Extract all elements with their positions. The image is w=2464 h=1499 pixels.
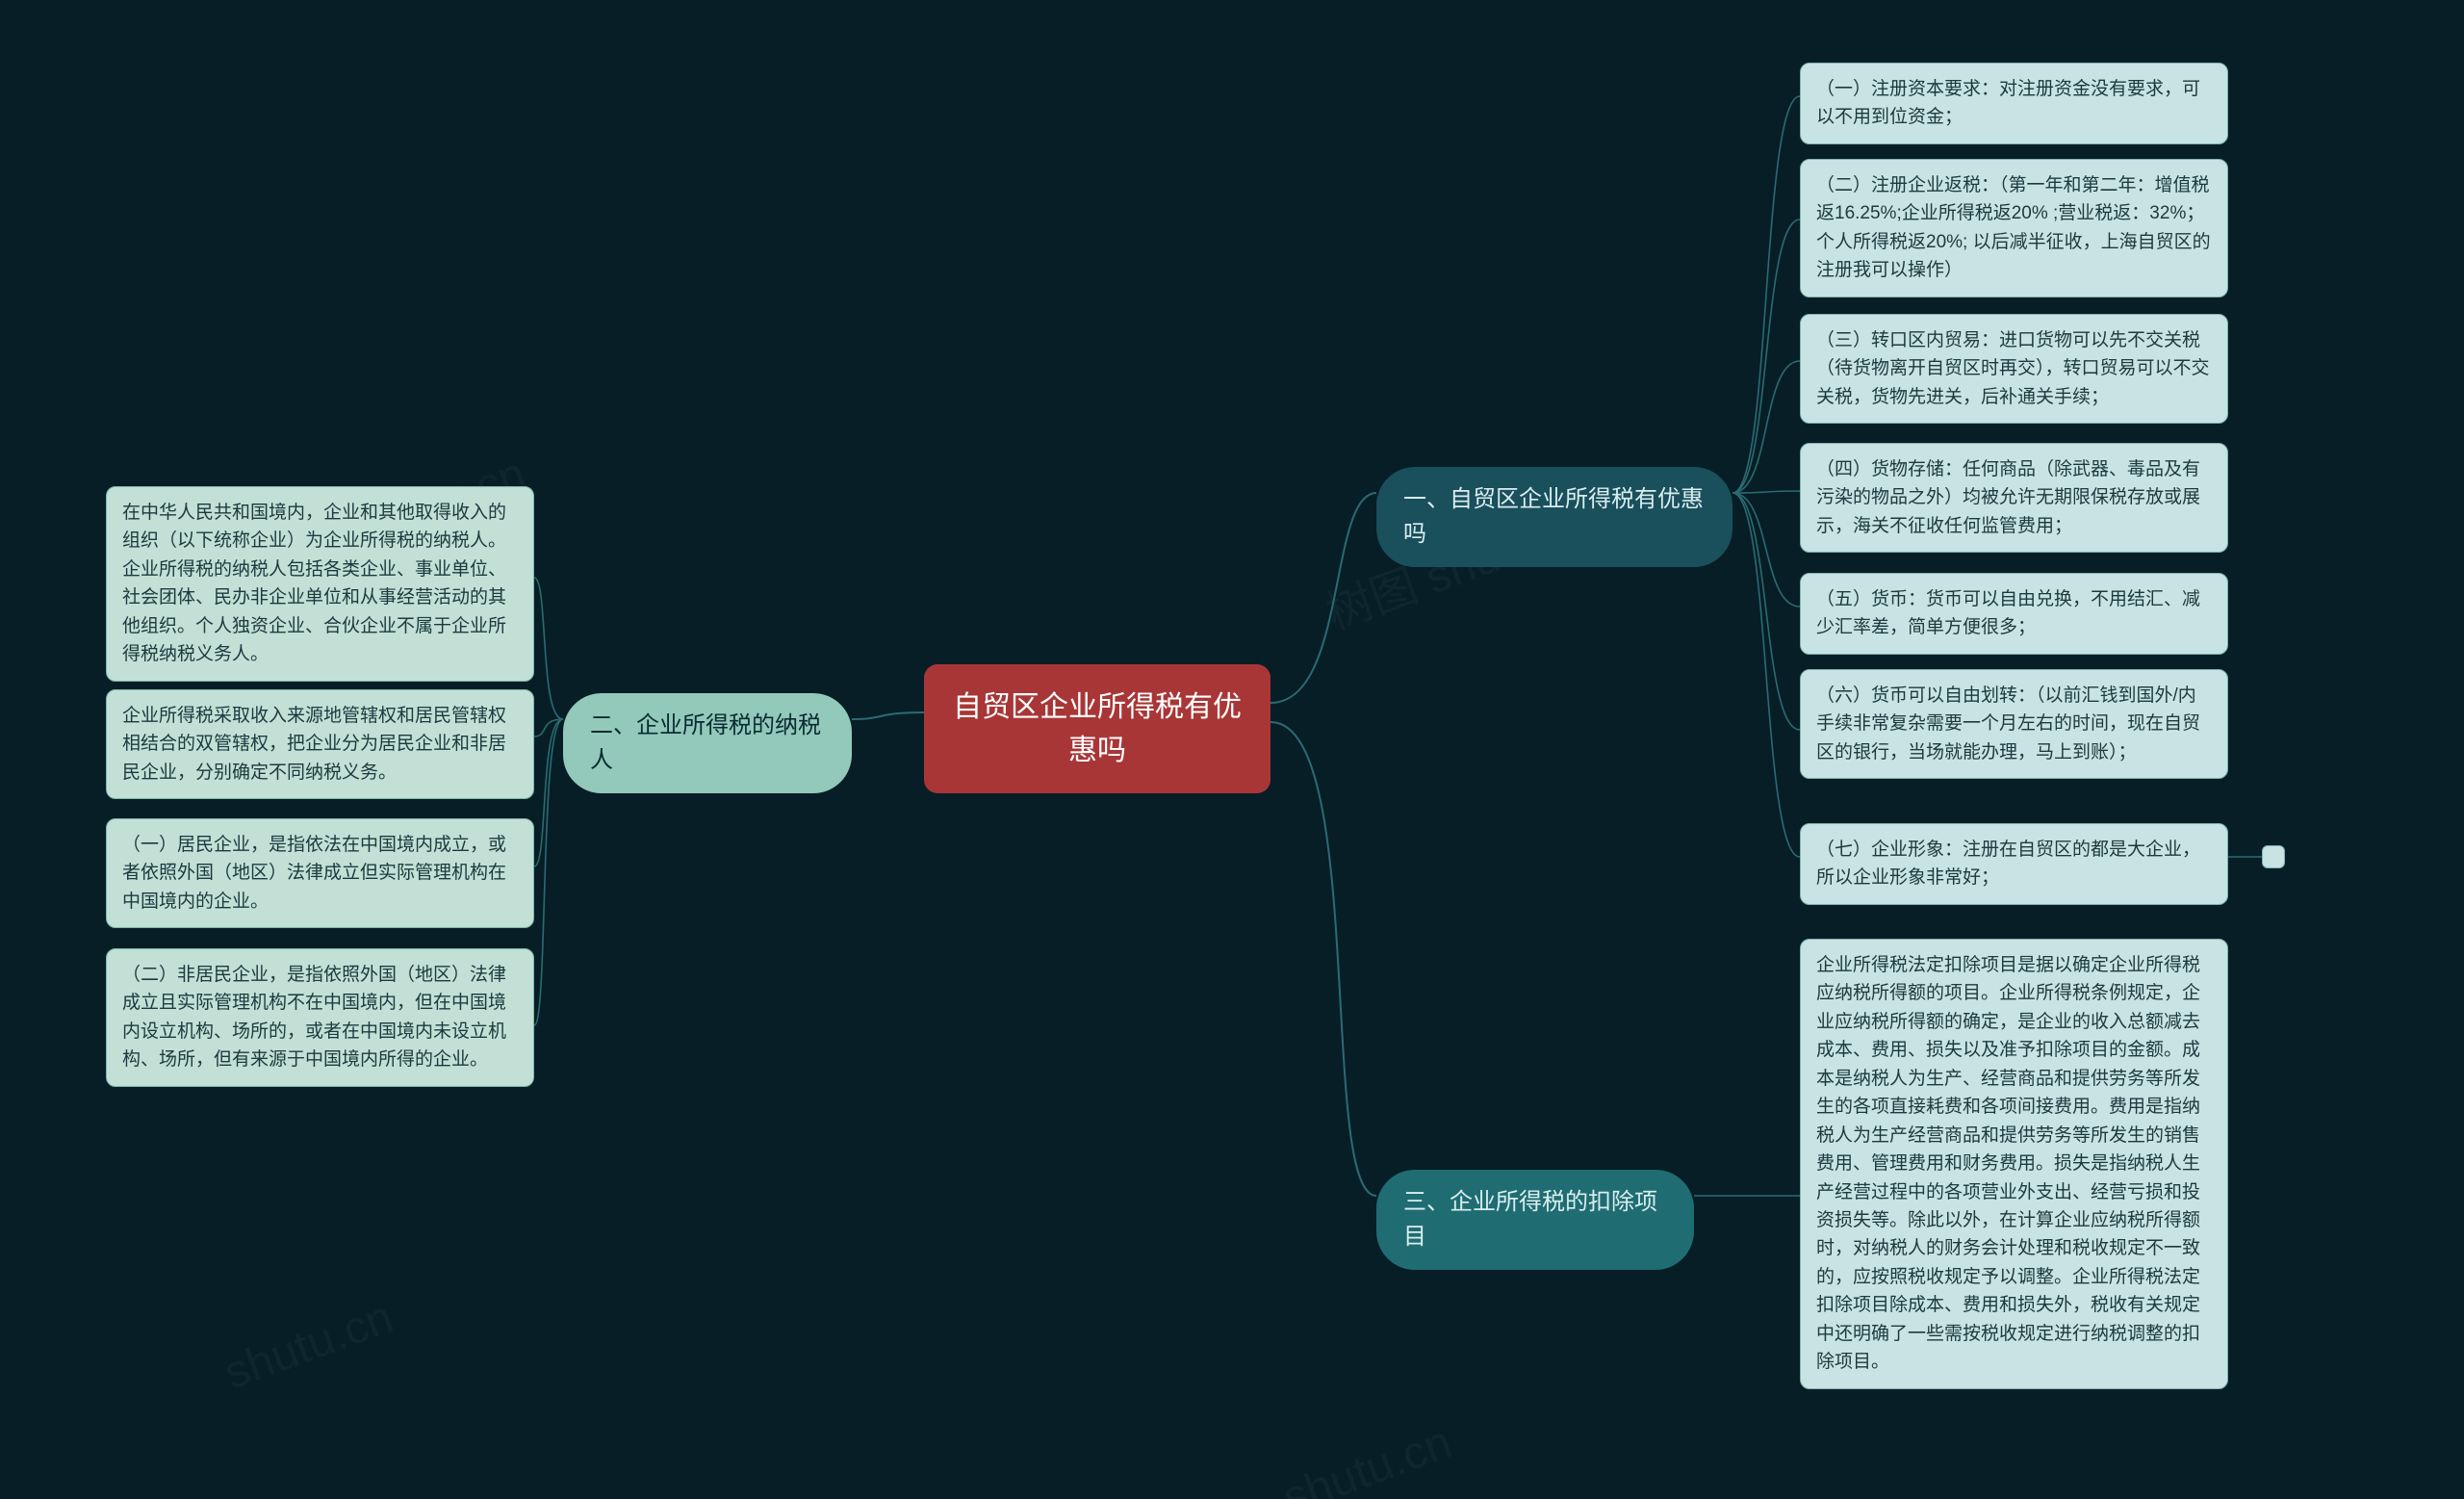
leaf-b2-3[interactable]: （二）非居民企业，是指依照外国（地区）法律成立且实际管理机构不在中国境内，但在中… [106, 948, 534, 1087]
leaf-text: （六）货币可以自由划转：（以前汇钱到国外/内手续非常复杂需要一个月左右的时间，现… [1816, 685, 2200, 762]
leaf-text: （一）注册资本要求：对注册资金没有要求，可以不用到位资金； [1816, 79, 2200, 127]
leaf-text: 企业所得税法定扣除项目是据以确定企业所得税应纳税所得额的项目。企业所得税条例规定… [1816, 955, 2200, 1372]
leaf-text: （七）企业形象：注册在自贸区的都是大企业，所以企业形象非常好； [1816, 840, 2200, 888]
leaf-text: （三）转口区内贸易：进口货物可以先不交关税（待货物离开自贸区时再交），转口贸易可… [1816, 330, 2210, 407]
leaf-b1-4[interactable]: （五）货币：货币可以自由兑换，不用结汇、减少汇率差，简单方便很多； [1800, 573, 2228, 655]
root-label: 自贸区企业所得税有优惠吗 [953, 691, 1242, 766]
leaf-b2-1[interactable]: 企业所得税采取收入来源地管辖权和居民管辖权相结合的双管辖权，把企业分为居民企业和… [106, 689, 534, 799]
leaf-text: 在中华人民共和国境内，企业和其他取得收入的组织（以下统称企业）为企业所得税的纳税… [122, 503, 506, 664]
leaf-b1-1[interactable]: （二）注册企业返税：（第一年和第二年：增值税返16.25%;企业所得税返20% … [1800, 159, 2228, 297]
leaf-b1-3[interactable]: （四）货物存储：任何商品（除武器、毒品及有污染的物品之外）均被允许无期限保税存放… [1800, 443, 2228, 553]
leaf-b1-5[interactable]: （六）货币可以自由划转：（以前汇钱到国外/内手续非常复杂需要一个月左右的时间，现… [1800, 669, 2228, 779]
branch-3-label: 三、企业所得税的扣除项目 [1403, 1189, 1657, 1250]
leaf-b1-2[interactable]: （三）转口区内贸易：进口货物可以先不交关税（待货物离开自贸区时再交），转口贸易可… [1800, 314, 2228, 424]
leaf-b2-2[interactable]: （一）居民企业，是指依法在中国境内成立，或者依照外国（地区）法律成立但实际管理机… [106, 818, 534, 928]
leaf-b1-6-child[interactable] [2262, 845, 2285, 868]
leaf-b2-0[interactable]: 在中华人民共和国境内，企业和其他取得收入的组织（以下统称企业）为企业所得税的纳税… [106, 486, 534, 682]
root-node[interactable]: 自贸区企业所得税有优惠吗 [924, 664, 1270, 793]
branch-1[interactable]: 一、自贸区企业所得税有优惠吗 [1376, 467, 1732, 567]
leaf-b1-0[interactable]: （一）注册资本要求：对注册资金没有要求，可以不用到位资金； [1800, 63, 2228, 144]
leaf-text: （一）居民企业，是指依法在中国境内成立，或者依照外国（地区）法律成立但实际管理机… [122, 835, 506, 912]
leaf-b1-6[interactable]: （七）企业形象：注册在自贸区的都是大企业，所以企业形象非常好； [1800, 823, 2228, 905]
leaf-text: （二）注册企业返税：（第一年和第二年：增值税返16.25%;企业所得税返20% … [1816, 175, 2211, 280]
branch-2-label: 二、企业所得税的纳税人 [590, 712, 821, 773]
watermark: shutu.cn [1276, 1416, 1458, 1499]
leaf-text: （二）非居民企业，是指依照外国（地区）法律成立且实际管理机构不在中国境内，但在中… [122, 965, 506, 1070]
branch-1-label: 一、自贸区企业所得税有优惠吗 [1403, 486, 1704, 547]
leaf-b3-0[interactable]: 企业所得税法定扣除项目是据以确定企业所得税应纳税所得额的项目。企业所得税条例规定… [1800, 939, 2228, 1389]
watermark: shutu.cn [218, 1291, 399, 1401]
branch-3[interactable]: 三、企业所得税的扣除项目 [1376, 1170, 1694, 1270]
branch-2[interactable]: 二、企业所得税的纳税人 [563, 693, 852, 793]
leaf-text: （四）货物存储：任何商品（除武器、毒品及有污染的物品之外）均被允许无期限保税存放… [1816, 459, 2200, 536]
leaf-text: （五）货币：货币可以自由兑换，不用结汇、减少汇率差，简单方便很多； [1816, 589, 2200, 637]
leaf-text: 企业所得税采取收入来源地管辖权和居民管辖权相结合的双管辖权，把企业分为居民企业和… [122, 706, 506, 783]
